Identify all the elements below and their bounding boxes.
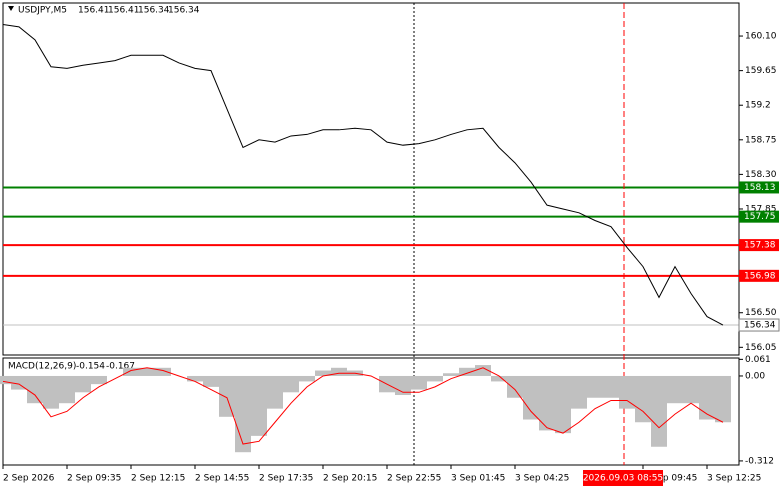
level-label: 158.13 xyxy=(744,183,776,193)
macd-bar xyxy=(203,375,219,387)
signal-value: -0.167 xyxy=(106,362,135,372)
macd-bar xyxy=(267,375,283,409)
macd-bar xyxy=(139,367,155,376)
price-line xyxy=(2,24,724,326)
level-label: 157.38 xyxy=(744,241,776,251)
macd-bar xyxy=(635,375,651,423)
ohlc-close: 156.34 xyxy=(168,6,200,16)
macd-bar xyxy=(683,375,699,404)
x-tick-label: 2 Sep 12:15 xyxy=(131,474,185,484)
y-tick-label: 158.30 xyxy=(745,170,777,180)
macd-bar xyxy=(699,375,715,420)
macd-bar xyxy=(283,375,299,393)
crosshair-label-bg xyxy=(583,470,663,486)
macd-bar xyxy=(651,375,667,447)
crosshair-label: 2026.09.03 08:55 xyxy=(583,474,663,484)
macd-bar xyxy=(59,375,75,404)
macd-bar xyxy=(11,375,27,390)
x-tick-label: 2 Sep 22:55 xyxy=(387,474,441,484)
macd-value: -0.154 xyxy=(76,362,105,372)
y-tick-label: 0.061 xyxy=(745,355,771,365)
macd-bar xyxy=(219,375,235,417)
macd-bar xyxy=(459,367,475,376)
macd-title: MACD(12,26,9) xyxy=(8,362,76,372)
x-tick-label: 2 Sep 17:35 xyxy=(259,474,313,484)
level-label-bg xyxy=(739,239,779,252)
level-label: 156.98 xyxy=(744,271,776,281)
x-tick-label: 2 Sep 20:15 xyxy=(323,474,377,484)
menu-arrow xyxy=(8,6,14,11)
ohlc-low: 156.34 xyxy=(138,6,170,16)
macd-bar xyxy=(187,375,203,382)
macd-bar xyxy=(27,375,43,404)
macd-bar xyxy=(91,375,107,385)
x-tick-label: 2 Sep 09:35 xyxy=(67,474,121,484)
symbol-title: USDJPY,M5 xyxy=(18,6,67,16)
macd-bar xyxy=(571,375,587,409)
macd-bar xyxy=(251,375,267,436)
macd-bar xyxy=(715,375,731,423)
y-tick-label: 159.2 xyxy=(745,101,771,111)
current-price-label: 156.34 xyxy=(744,321,776,331)
macd-bar xyxy=(603,375,619,398)
level-label-bg xyxy=(739,269,779,282)
y-tick-label: 160.10 xyxy=(745,32,777,42)
macd-bar xyxy=(43,375,59,409)
level-label-bg xyxy=(739,210,779,223)
signal-line xyxy=(2,367,724,445)
macd-bar xyxy=(411,375,427,390)
x-tick-label: 3 Sep 12:25 xyxy=(707,474,761,484)
macd-bar xyxy=(299,375,315,382)
macd-bar xyxy=(315,370,331,376)
macd-bar xyxy=(555,375,571,434)
macd-bar xyxy=(0,375,11,385)
y-tick-label: -0.312 xyxy=(745,456,774,466)
macd-bar xyxy=(523,375,539,420)
y-tick-label: 157.85 xyxy=(745,204,777,214)
y-tick-label: 158.75 xyxy=(745,135,777,145)
macd-bar xyxy=(539,375,555,431)
macd-bar xyxy=(427,375,443,382)
macd-bar xyxy=(475,365,491,376)
x-tick-label: 2 Sep 2026 xyxy=(3,474,55,484)
x-tick-label: 2 Sep 14:55 xyxy=(195,474,249,484)
macd-bar xyxy=(123,367,139,376)
price-panel xyxy=(2,2,740,356)
y-tick-label: 156.05 xyxy=(745,343,777,353)
ohlc-high: 156.41 xyxy=(108,6,140,16)
y-tick-label: 156.50 xyxy=(745,308,777,318)
x-tick-label: 3 Sep 01:45 xyxy=(451,474,505,484)
macd-bar xyxy=(155,367,171,376)
level-label: 157.75 xyxy=(744,212,776,222)
x-tick-label: 3 Sep 09:45 xyxy=(643,474,697,484)
x-tick-label: 3 Sep 04:25 xyxy=(515,474,569,484)
level-label-bg xyxy=(739,181,779,194)
macd-bar xyxy=(75,375,91,393)
current-price-bg xyxy=(738,318,780,332)
macd-bar xyxy=(587,375,603,398)
y-tick-label: 0.00 xyxy=(745,371,765,381)
ohlc-open: 156.41 xyxy=(78,6,110,16)
macd-bar xyxy=(443,373,459,376)
macd-bar xyxy=(667,375,683,404)
macd-bar xyxy=(507,375,523,398)
macd-bar xyxy=(491,375,507,382)
macd-bar xyxy=(331,367,347,376)
macd-panel xyxy=(2,357,740,466)
y-tick-label: 159.65 xyxy=(745,66,777,76)
macd-bar xyxy=(235,375,251,453)
